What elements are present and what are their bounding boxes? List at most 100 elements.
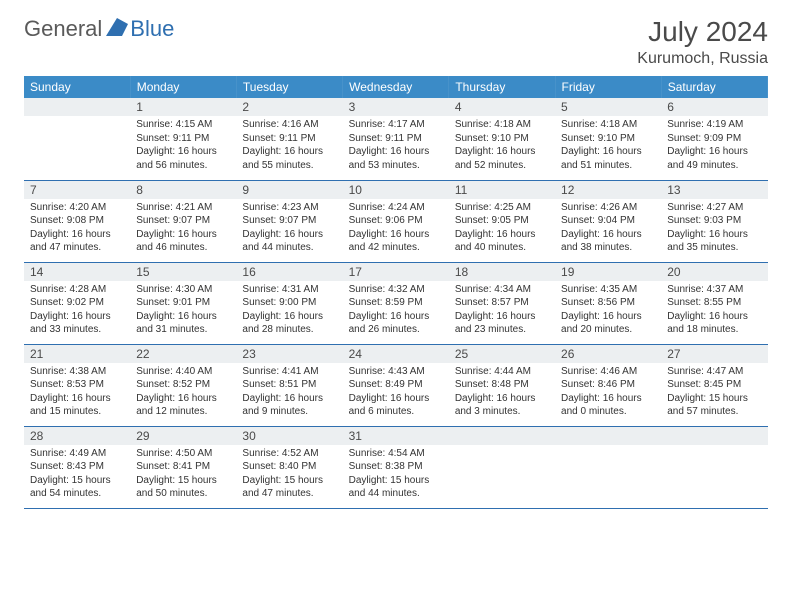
calendar-day-cell: 25Sunrise: 4:44 AMSunset: 8:48 PMDayligh…	[449, 344, 555, 426]
daylight-text: Daylight: 16 hours and 26 minutes.	[349, 310, 443, 337]
calendar-day-cell: 3Sunrise: 4:17 AMSunset: 9:11 PMDaylight…	[343, 98, 449, 180]
calendar-day-cell	[555, 426, 661, 508]
day-number: 10	[343, 181, 449, 199]
calendar-week-row: 7Sunrise: 4:20 AMSunset: 9:08 PMDaylight…	[24, 180, 768, 262]
calendar-day-cell: 23Sunrise: 4:41 AMSunset: 8:51 PMDayligh…	[236, 344, 342, 426]
sunrise-text: Sunrise: 4:32 AM	[349, 283, 443, 297]
month-title: July 2024	[637, 16, 768, 48]
day-number: 17	[343, 263, 449, 281]
calendar-week-row: 1Sunrise: 4:15 AMSunset: 9:11 PMDaylight…	[24, 98, 768, 180]
day-details: Sunrise: 4:26 AMSunset: 9:04 PMDaylight:…	[555, 199, 661, 259]
day-details: Sunrise: 4:47 AMSunset: 8:45 PMDaylight:…	[661, 363, 767, 423]
sunrise-text: Sunrise: 4:23 AM	[242, 201, 336, 215]
sunrise-text: Sunrise: 4:43 AM	[349, 365, 443, 379]
sunset-text: Sunset: 9:03 PM	[667, 214, 761, 228]
weekday-header: Monday	[130, 76, 236, 98]
daylight-text: Daylight: 16 hours and 23 minutes.	[455, 310, 549, 337]
day-details: Sunrise: 4:40 AMSunset: 8:52 PMDaylight:…	[130, 363, 236, 423]
daylight-text: Daylight: 15 hours and 54 minutes.	[30, 474, 124, 501]
daylight-text: Daylight: 16 hours and 33 minutes.	[30, 310, 124, 337]
daylight-text: Daylight: 16 hours and 52 minutes.	[455, 145, 549, 172]
day-details: Sunrise: 4:54 AMSunset: 8:38 PMDaylight:…	[343, 445, 449, 505]
day-number: 12	[555, 181, 661, 199]
calendar-day-cell: 29Sunrise: 4:50 AMSunset: 8:41 PMDayligh…	[130, 426, 236, 508]
sunset-text: Sunset: 8:46 PM	[561, 378, 655, 392]
calendar-day-cell: 8Sunrise: 4:21 AMSunset: 9:07 PMDaylight…	[130, 180, 236, 262]
sunrise-text: Sunrise: 4:16 AM	[242, 118, 336, 132]
sunset-text: Sunset: 9:05 PM	[455, 214, 549, 228]
sunset-text: Sunset: 8:40 PM	[242, 460, 336, 474]
day-number: 19	[555, 263, 661, 281]
title-block: July 2024 Kurumoch, Russia	[637, 16, 768, 68]
sunset-text: Sunset: 9:07 PM	[242, 214, 336, 228]
daylight-text: Daylight: 16 hours and 55 minutes.	[242, 145, 336, 172]
day-number: 16	[236, 263, 342, 281]
day-number	[449, 427, 555, 445]
day-details: Sunrise: 4:20 AMSunset: 9:08 PMDaylight:…	[24, 199, 130, 259]
day-details: Sunrise: 4:41 AMSunset: 8:51 PMDaylight:…	[236, 363, 342, 423]
day-number: 18	[449, 263, 555, 281]
daylight-text: Daylight: 16 hours and 35 minutes.	[667, 228, 761, 255]
calendar-day-cell: 12Sunrise: 4:26 AMSunset: 9:04 PMDayligh…	[555, 180, 661, 262]
day-number: 14	[24, 263, 130, 281]
sunset-text: Sunset: 9:10 PM	[561, 132, 655, 146]
sunset-text: Sunset: 9:06 PM	[349, 214, 443, 228]
daylight-text: Daylight: 15 hours and 44 minutes.	[349, 474, 443, 501]
sunrise-text: Sunrise: 4:34 AM	[455, 283, 549, 297]
day-details: Sunrise: 4:43 AMSunset: 8:49 PMDaylight:…	[343, 363, 449, 423]
daylight-text: Daylight: 16 hours and 51 minutes.	[561, 145, 655, 172]
daylight-text: Daylight: 16 hours and 0 minutes.	[561, 392, 655, 419]
sunset-text: Sunset: 9:00 PM	[242, 296, 336, 310]
weekday-header: Sunday	[24, 76, 130, 98]
day-details: Sunrise: 4:25 AMSunset: 9:05 PMDaylight:…	[449, 199, 555, 259]
calendar-day-cell: 16 Sunrise: 4:31 AMSunset: 9:00 PMDayligh…	[236, 262, 342, 344]
location-label: Kurumoch, Russia	[637, 50, 768, 68]
day-details: Sunrise: 4:46 AMSunset: 8:46 PMDaylight:…	[555, 363, 661, 423]
page-header: General Blue July 2024 Kurumoch, Russia	[0, 0, 792, 76]
day-details: Sunrise: 4:44 AMSunset: 8:48 PMDaylight:…	[449, 363, 555, 423]
daylight-text: Daylight: 16 hours and 15 minutes.	[30, 392, 124, 419]
day-details: Sunrise: 4:30 AMSunset: 9:01 PMDaylight:…	[130, 281, 236, 341]
sunset-text: Sunset: 9:10 PM	[455, 132, 549, 146]
sunrise-text: Sunrise: 4:18 AM	[561, 118, 655, 132]
day-number: 28	[24, 427, 130, 445]
calendar-day-cell: 20Sunrise: 4:37 AMSunset: 8:55 PMDayligh…	[661, 262, 767, 344]
day-number: 15	[130, 263, 236, 281]
day-number: 5	[555, 98, 661, 116]
calendar-day-cell: 30Sunrise: 4:52 AMSunset: 8:40 PMDayligh…	[236, 426, 342, 508]
daylight-text: Daylight: 16 hours and 49 minutes.	[667, 145, 761, 172]
calendar-day-cell: 24Sunrise: 4:43 AMSunset: 8:49 PMDayligh…	[343, 344, 449, 426]
day-details: Sunrise: 4:18 AMSunset: 9:10 PMDaylight:…	[555, 116, 661, 176]
sunset-text: Sunset: 9:11 PM	[242, 132, 336, 146]
sunset-text: Sunset: 8:45 PM	[667, 378, 761, 392]
day-number: 8	[130, 181, 236, 199]
day-number: 23	[236, 345, 342, 363]
day-details: Sunrise: 4:23 AMSunset: 9:07 PMDaylight:…	[236, 199, 342, 259]
calendar-day-cell: 1Sunrise: 4:15 AMSunset: 9:11 PMDaylight…	[130, 98, 236, 180]
daylight-text: Daylight: 16 hours and 6 minutes.	[349, 392, 443, 419]
weekday-header: Thursday	[449, 76, 555, 98]
day-number: 1	[130, 98, 236, 116]
sunrise-text: Sunrise: 4:19 AM	[667, 118, 761, 132]
sunset-text: Sunset: 8:51 PM	[242, 378, 336, 392]
day-number: 4	[449, 98, 555, 116]
sunset-text: Sunset: 9:11 PM	[136, 132, 230, 146]
day-number: 22	[130, 345, 236, 363]
logo: General Blue	[24, 16, 174, 42]
daylight-text: Daylight: 16 hours and 47 minutes.	[30, 228, 124, 255]
calendar-day-cell: 10Sunrise: 4:24 AMSunset: 9:06 PMDayligh…	[343, 180, 449, 262]
calendar-day-cell: 15Sunrise: 4:30 AMSunset: 9:01 PMDayligh…	[130, 262, 236, 344]
sunset-text: Sunset: 8:59 PM	[349, 296, 443, 310]
calendar-day-cell: 22Sunrise: 4:40 AMSunset: 8:52 PMDayligh…	[130, 344, 236, 426]
sunrise-text: Sunrise: 4:31 AM	[242, 283, 336, 297]
sunrise-text: Sunrise: 4:17 AM	[349, 118, 443, 132]
sunrise-text: Sunrise: 4:28 AM	[30, 283, 124, 297]
sunrise-text: Sunrise: 4:40 AM	[136, 365, 230, 379]
logo-text-blue: Blue	[130, 16, 174, 42]
calendar-table: SundayMondayTuesdayWednesdayThursdayFrid…	[24, 76, 768, 509]
day-number	[24, 98, 130, 116]
weekday-header: Wednesday	[343, 76, 449, 98]
logo-text-general: General	[24, 16, 102, 42]
daylight-text: Daylight: 16 hours and 20 minutes.	[561, 310, 655, 337]
daylight-text: Daylight: 16 hours and 28 minutes.	[242, 310, 336, 337]
